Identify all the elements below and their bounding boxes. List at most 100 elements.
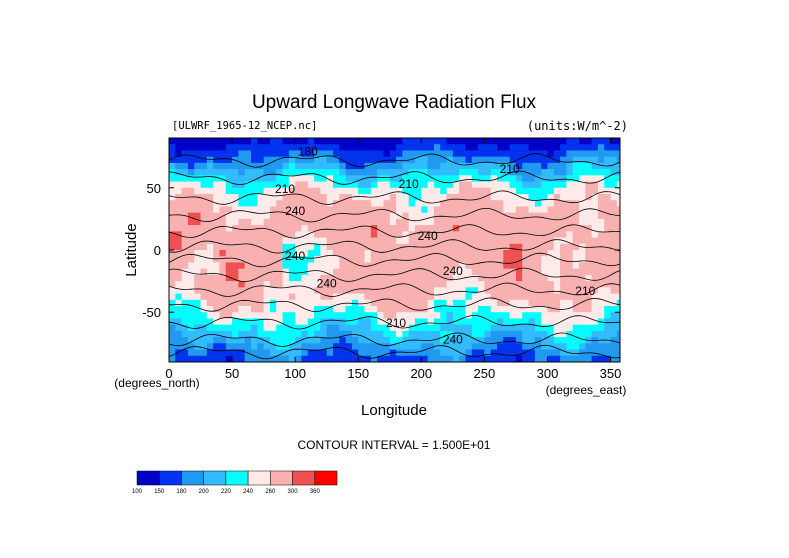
flux-cell [566, 206, 574, 214]
flux-cell [534, 187, 542, 195]
colorbar-swatch [136, 470, 160, 486]
flux-cell [181, 225, 189, 232]
flux-cell [597, 324, 605, 332]
flux-cell [257, 324, 265, 332]
flux-cell [320, 281, 328, 288]
flux-cell [351, 231, 359, 239]
flux-cell [225, 324, 233, 332]
flux-cell [478, 306, 485, 313]
flux-cell [478, 243, 485, 251]
flux-cell [219, 206, 227, 214]
flux-cell [616, 355, 620, 362]
flux-cell [522, 268, 530, 276]
flux-cell [415, 349, 422, 357]
flux-cell [490, 150, 498, 158]
y-tick-label: -50 [142, 305, 161, 320]
flux-cell [522, 281, 530, 288]
flux-cell [408, 162, 416, 170]
flux-cell [478, 274, 485, 282]
flux-cell [358, 330, 366, 338]
flux-cell [597, 237, 605, 245]
flux-cell [377, 299, 385, 307]
flux-cell [427, 200, 435, 208]
flux-cell [465, 256, 473, 264]
flux-cell [263, 287, 271, 295]
flux-cell [269, 262, 277, 270]
flux-cell [370, 324, 378, 332]
flux-cell [206, 306, 214, 313]
flux-cell [257, 231, 265, 239]
flux-cell [547, 312, 555, 320]
flux-cell [560, 268, 567, 276]
flux-cell [452, 250, 460, 257]
flux-cell [377, 287, 385, 295]
flux-cell [566, 237, 574, 245]
flux-cell [269, 169, 277, 176]
flux-cell [219, 194, 227, 201]
flux-cell [579, 281, 586, 288]
flux-cell [187, 337, 195, 344]
flux-cell [251, 250, 258, 257]
flux-cell [295, 268, 303, 276]
flux-cell [301, 299, 309, 307]
flux-cell [433, 231, 441, 239]
flux-cell [175, 138, 183, 145]
flux-cell [307, 324, 315, 332]
flux-cell [333, 187, 340, 195]
flux-cell [509, 200, 517, 208]
flux-cell [433, 349, 441, 357]
flux-cell [351, 225, 359, 232]
flux-cell [440, 343, 448, 351]
flux-cell [269, 243, 277, 251]
flux-cell [534, 225, 542, 232]
colorbar-level-label: 150 [154, 489, 165, 495]
flux-cell [541, 274, 549, 282]
flux-cell [370, 181, 378, 189]
flux-cell [591, 144, 599, 152]
flux-cell [522, 175, 530, 183]
flux-cell [610, 206, 618, 214]
flux-cell [282, 138, 290, 145]
flux-cell [345, 293, 353, 301]
flux-cell [427, 231, 435, 239]
flux-cell [225, 281, 233, 288]
flux-cell [459, 162, 467, 170]
flux-cell [421, 206, 429, 214]
flux-cell [276, 231, 284, 239]
flux-cell [484, 237, 492, 245]
flux-cell [616, 256, 620, 264]
flux-cell [269, 150, 277, 158]
flux-cell [408, 343, 416, 351]
flux-cell [232, 355, 239, 362]
flux-cell [572, 237, 580, 245]
flux-cell [194, 169, 202, 176]
flux-cell [471, 281, 479, 288]
flux-cell [232, 237, 239, 245]
flux-cell [616, 268, 620, 276]
flux-cell [440, 144, 448, 152]
flux-cell [244, 262, 252, 270]
flux-cell [534, 156, 542, 164]
flux-cell [225, 337, 233, 344]
flux-cell [206, 250, 214, 257]
flux-cell [503, 324, 511, 332]
flux-cell [383, 281, 391, 288]
flux-cell [276, 243, 284, 251]
flux-cell [503, 237, 511, 245]
flux-cell [351, 218, 359, 226]
flux-cell [579, 299, 586, 307]
flux-cell [452, 181, 460, 189]
flux-cell [452, 206, 460, 214]
flux-cell [446, 237, 454, 245]
flux-cell [585, 194, 593, 201]
flux-cell [572, 218, 580, 226]
flux-cell [276, 337, 284, 344]
flux-cell [269, 318, 277, 326]
flux-cell [522, 324, 530, 332]
flux-cell [515, 200, 523, 208]
flux-cell [415, 268, 422, 276]
flux-cell [194, 355, 202, 362]
flux-cell [370, 169, 378, 176]
flux-cell [169, 287, 176, 295]
flux-cell [421, 187, 429, 195]
